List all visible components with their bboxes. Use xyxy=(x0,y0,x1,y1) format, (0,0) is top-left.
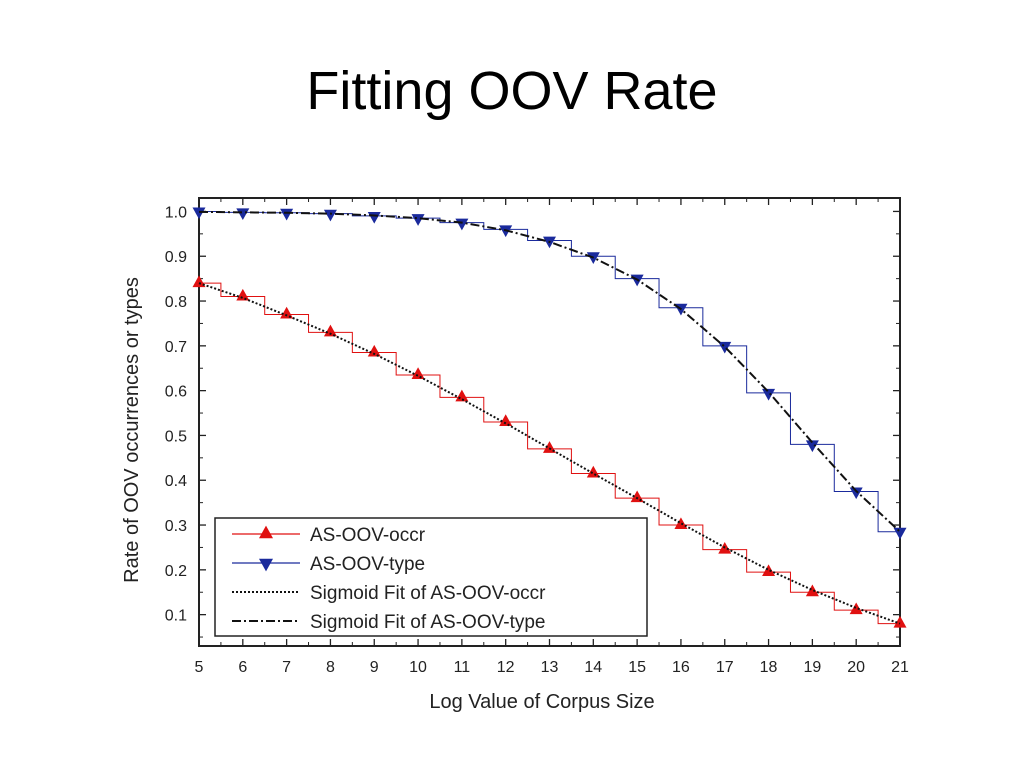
x-tick-label: 15 xyxy=(628,659,646,676)
y-tick-label: 0.3 xyxy=(165,518,187,535)
legend: AS-OOV-occr AS-OOV-type Sigmoid Fit of AS-… xyxy=(214,517,648,637)
as-oov-type-point xyxy=(805,440,819,453)
x-tick-label: 8 xyxy=(326,659,335,676)
as-oov-occr-point xyxy=(192,275,206,288)
as-oov-occr-point xyxy=(586,465,600,478)
x-tick-label: 9 xyxy=(370,659,379,676)
x-tick-label: 13 xyxy=(541,659,559,676)
legend-label-sigmoid-fit-of-as-oov-type: Sigmoid Fit of AS-OOV-type xyxy=(310,612,545,633)
legend-label-as-oov-occr: AS-OOV-occr xyxy=(310,525,426,546)
as-oov-occr-point xyxy=(543,441,556,453)
as-oov-type-point xyxy=(893,527,907,540)
as-oov-occr-point xyxy=(411,367,425,379)
x-axis-label: Log Value of Corpus Size xyxy=(429,691,654,713)
y-tick-label: 0.6 xyxy=(165,384,187,401)
legend-label-sigmoid-fit-of-as-oov-occr: Sigmoid Fit of AS-OOV-occr xyxy=(310,583,546,604)
x-tick-label: 19 xyxy=(803,659,821,676)
sigmoid-fit-of-as-oov-type-line xyxy=(198,210,901,533)
as-oov-type-point xyxy=(323,209,337,222)
as-oov-type-point xyxy=(718,341,732,354)
as-oov-occr-point xyxy=(762,564,776,577)
y-tick-label: 1.0 xyxy=(165,204,187,221)
as-oov-occr-point xyxy=(367,344,381,357)
x-tick-label: 21 xyxy=(891,659,909,676)
as-oov-occr-point xyxy=(893,615,907,628)
as-oov-type-point xyxy=(455,218,469,231)
x-tick-label: 20 xyxy=(847,659,865,676)
x-tick-label: 14 xyxy=(584,659,602,676)
x-tick-label: 17 xyxy=(716,659,734,676)
x-tick-label: 7 xyxy=(282,659,291,676)
y-tick-label: 0.8 xyxy=(165,294,187,311)
series-layer xyxy=(192,207,907,628)
y-tick-label: 0.1 xyxy=(165,608,187,625)
as-oov-type-point xyxy=(236,208,250,221)
as-oov-occr-point xyxy=(849,602,863,615)
x-tick-label: 18 xyxy=(760,659,778,676)
as-oov-type-point xyxy=(192,207,206,220)
legend-box xyxy=(214,517,648,637)
x-tick-label: 12 xyxy=(497,659,515,676)
y-axis-label: Rate of OOV occurrences or types xyxy=(121,277,143,583)
slide-title: Fitting OOV Rate xyxy=(306,61,718,121)
as-oov-occr-point xyxy=(280,306,294,319)
y-tick-label: 0.2 xyxy=(165,563,187,580)
y-tick-label: 0.5 xyxy=(165,428,187,445)
as-oov-type-point xyxy=(367,211,381,224)
x-tick-label: 5 xyxy=(195,659,204,676)
axis-ticks: 5 6 7 8 9 10 11 12 13 14 15 16 17 18 19 20 21 0.1 0.2 0.3 0.… xyxy=(165,198,909,676)
as-oov-occr-point xyxy=(499,414,513,426)
y-tick-label: 0.4 xyxy=(165,473,187,490)
as-oov-type-point xyxy=(762,388,776,401)
as-oov-occr-point xyxy=(805,584,819,597)
as-oov-type-point xyxy=(280,208,294,221)
as-oov-type-point xyxy=(849,487,863,500)
as-oov-occr-point xyxy=(674,517,688,530)
x-tick-label: 11 xyxy=(454,659,471,676)
legend-swatch-marker xyxy=(259,558,273,572)
x-tick-label: 16 xyxy=(672,659,690,676)
x-tick-label: 10 xyxy=(409,659,427,676)
legend-swatch-marker xyxy=(259,525,273,539)
legend-label-as-oov-type: AS-OOV-type xyxy=(310,554,425,575)
as-oov-type-step-line xyxy=(199,210,900,533)
y-tick-label: 0.7 xyxy=(165,339,187,356)
as-oov-occr-point xyxy=(455,389,469,402)
sigmoid-fit-of-as-oov-occr-line xyxy=(198,282,901,625)
as-oov-occr-point xyxy=(236,288,250,301)
y-tick-label: 0.9 xyxy=(165,249,187,266)
as-oov-type-point xyxy=(411,214,425,226)
x-tick-label: 6 xyxy=(238,659,247,676)
